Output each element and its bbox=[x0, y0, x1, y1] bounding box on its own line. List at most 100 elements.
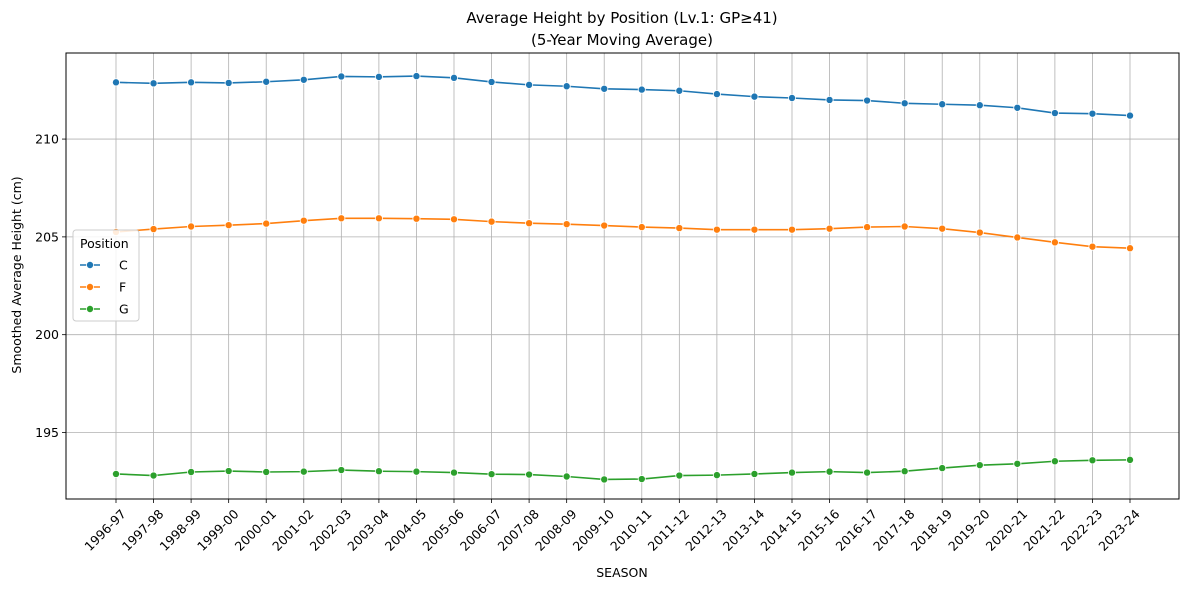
data-point bbox=[1013, 233, 1022, 242]
data-point bbox=[412, 214, 421, 223]
chart-subtitle: (5-Year Moving Average) bbox=[531, 31, 713, 49]
data-point bbox=[938, 464, 947, 473]
data-point bbox=[863, 223, 872, 232]
data-point bbox=[750, 92, 759, 101]
data-point bbox=[600, 221, 609, 230]
data-point bbox=[487, 470, 496, 479]
legend-item-C: C bbox=[80, 258, 128, 273]
data-point bbox=[825, 467, 834, 476]
data-point bbox=[224, 221, 233, 230]
data-point bbox=[975, 101, 984, 110]
y-tick-label: 210 bbox=[35, 132, 59, 147]
data-point bbox=[1013, 459, 1022, 468]
data-point bbox=[712, 90, 721, 99]
data-point bbox=[1126, 455, 1135, 464]
legend-marker bbox=[86, 304, 95, 313]
data-point bbox=[337, 214, 346, 223]
data-point bbox=[1088, 456, 1097, 465]
legend-label: F bbox=[119, 280, 126, 295]
data-point bbox=[863, 96, 872, 105]
data-point bbox=[675, 471, 684, 480]
data-point bbox=[712, 471, 721, 480]
data-point bbox=[112, 78, 121, 87]
data-point bbox=[149, 225, 158, 234]
data-point bbox=[149, 79, 158, 88]
data-point bbox=[224, 78, 233, 87]
series-F bbox=[112, 214, 1135, 253]
y-axis-label: Smoothed Average Height (cm) bbox=[9, 176, 24, 373]
data-point bbox=[712, 225, 721, 234]
y-tick-label: 195 bbox=[35, 425, 59, 440]
data-point bbox=[299, 467, 308, 476]
x-axis-label: SEASON bbox=[596, 565, 648, 580]
x-tick-label: 2023-24 bbox=[1095, 506, 1143, 554]
data-point bbox=[449, 73, 458, 82]
data-point bbox=[449, 215, 458, 224]
data-point bbox=[187, 222, 196, 231]
data-point bbox=[637, 85, 646, 94]
legend-item-G: G bbox=[80, 302, 129, 317]
chart-title: Average Height by Position (Lv.1: GP≥41) bbox=[466, 9, 777, 27]
data-point bbox=[637, 475, 646, 484]
data-point bbox=[1013, 103, 1022, 112]
legend-item-F: F bbox=[80, 280, 126, 295]
y-tick-label: 200 bbox=[35, 327, 59, 342]
data-point bbox=[1126, 244, 1135, 253]
data-point bbox=[487, 77, 496, 86]
legend-label: G bbox=[119, 302, 129, 317]
y-axis-ticks: 195 200 205 210 bbox=[35, 132, 66, 440]
data-point bbox=[825, 224, 834, 233]
legend-marker bbox=[86, 282, 95, 291]
data-point bbox=[600, 475, 609, 484]
data-point bbox=[863, 468, 872, 477]
y-tick-label: 205 bbox=[35, 229, 59, 244]
data-point bbox=[1050, 238, 1059, 247]
data-point bbox=[788, 225, 797, 234]
data-point bbox=[975, 461, 984, 470]
data-point bbox=[600, 84, 609, 93]
legend-box bbox=[72, 229, 140, 322]
data-point bbox=[187, 468, 196, 477]
plot-frame bbox=[65, 52, 1180, 500]
series-C bbox=[112, 72, 1135, 120]
data-point bbox=[825, 95, 834, 104]
data-point bbox=[262, 77, 271, 86]
data-point bbox=[525, 80, 534, 89]
data-point bbox=[938, 224, 947, 233]
data-point bbox=[1088, 109, 1097, 118]
data-point bbox=[374, 214, 383, 223]
data-point bbox=[562, 220, 571, 229]
data-point bbox=[975, 228, 984, 237]
data-point bbox=[487, 217, 496, 226]
series-line bbox=[115, 75, 1131, 117]
data-point bbox=[750, 469, 759, 478]
data-point bbox=[637, 223, 646, 232]
data-point bbox=[1088, 242, 1097, 251]
data-point bbox=[112, 469, 121, 478]
data-point bbox=[262, 468, 271, 477]
data-point bbox=[788, 93, 797, 102]
data-point bbox=[374, 467, 383, 476]
data-point bbox=[299, 216, 308, 225]
data-point bbox=[412, 72, 421, 81]
data-point bbox=[149, 471, 158, 480]
series-layer bbox=[112, 72, 1135, 484]
data-point bbox=[1050, 109, 1059, 118]
legend: Position CFG bbox=[72, 229, 140, 322]
data-point bbox=[299, 75, 308, 84]
data-point bbox=[187, 78, 196, 87]
data-point bbox=[1050, 457, 1059, 466]
data-point bbox=[788, 468, 797, 477]
data-point bbox=[337, 72, 346, 81]
series-line bbox=[115, 459, 1131, 481]
data-point bbox=[525, 219, 534, 228]
data-point bbox=[562, 82, 571, 91]
legend-title: Position bbox=[80, 236, 129, 251]
legend-marker bbox=[86, 260, 95, 269]
data-point bbox=[337, 466, 346, 475]
data-point bbox=[900, 99, 909, 108]
data-point bbox=[750, 225, 759, 234]
data-point bbox=[412, 467, 421, 476]
data-point bbox=[525, 470, 534, 479]
